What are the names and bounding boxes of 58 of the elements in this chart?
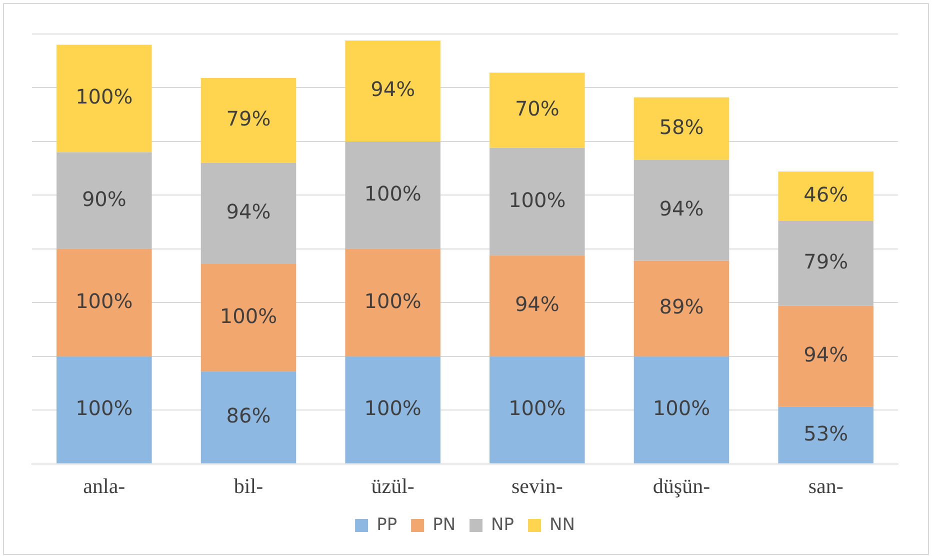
bar xyxy=(200,78,296,163)
data-label: 46% xyxy=(804,182,848,206)
data-label: 94% xyxy=(514,292,560,316)
bar xyxy=(56,248,152,356)
bar xyxy=(778,406,874,464)
data-label: 100% xyxy=(76,84,133,109)
data-label: 94% xyxy=(370,77,416,102)
data-label: 79% xyxy=(226,106,271,131)
bar xyxy=(200,264,296,372)
data-label: 53% xyxy=(804,421,848,446)
data-label: 100% xyxy=(508,396,566,420)
bar xyxy=(634,356,730,464)
data-label: 79% xyxy=(804,250,848,274)
bar xyxy=(56,356,152,464)
data-label: 94% xyxy=(659,196,704,220)
x-tick-label: üzül- xyxy=(371,474,414,498)
data-label: 100% xyxy=(220,304,278,328)
data-label: 86% xyxy=(226,404,271,428)
bar xyxy=(56,152,152,249)
data-label: 100% xyxy=(652,396,710,420)
bar xyxy=(56,44,152,152)
bar xyxy=(778,172,874,221)
bar xyxy=(778,220,874,306)
data-label: 100% xyxy=(76,288,133,313)
legend-label: NN xyxy=(550,514,575,535)
data-label: 89% xyxy=(659,294,704,319)
bar xyxy=(490,72,585,148)
data-label: 94% xyxy=(804,342,848,367)
data-label: 70% xyxy=(514,96,560,120)
data-label: 58% xyxy=(659,114,704,139)
bar xyxy=(345,141,440,249)
x-tick-label: san- xyxy=(808,474,844,498)
bar xyxy=(490,148,585,256)
bar xyxy=(490,255,585,356)
bar xyxy=(634,97,730,160)
data-label: 100% xyxy=(508,188,566,212)
data-label: 100% xyxy=(76,396,133,420)
data-label: 100% xyxy=(364,396,422,420)
data-label: 100% xyxy=(364,181,422,206)
legend-label: PN xyxy=(432,514,456,535)
bar xyxy=(200,162,296,264)
data-label: 90% xyxy=(82,186,126,211)
bar xyxy=(778,306,874,407)
bar xyxy=(345,40,440,142)
bar xyxy=(634,260,730,356)
data-label: 100% xyxy=(364,288,422,313)
bar xyxy=(345,248,440,356)
bar xyxy=(345,356,440,464)
x-tick-label: sevin- xyxy=(512,474,563,498)
bar xyxy=(490,356,585,464)
bar xyxy=(200,371,296,464)
data-label: 94% xyxy=(226,200,271,224)
x-tick-label: düşün- xyxy=(652,474,710,498)
bar xyxy=(634,160,730,261)
legend-label: PP xyxy=(376,514,398,535)
x-tick-label: bil- xyxy=(234,474,264,498)
legend-label: NP xyxy=(491,514,514,535)
x-tick-label: anla- xyxy=(83,474,126,498)
